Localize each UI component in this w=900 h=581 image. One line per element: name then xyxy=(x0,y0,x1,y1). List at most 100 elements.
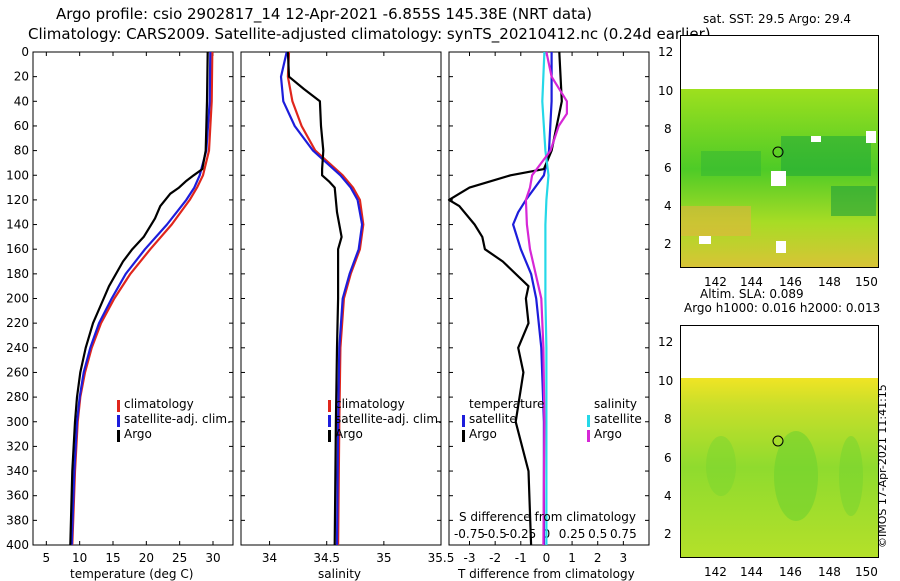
sst-xtick: 144 xyxy=(740,275,763,289)
depth-tick-label: 120 xyxy=(6,193,29,207)
legend-climatology: climatology xyxy=(124,397,194,411)
series-line-salinity-argo xyxy=(524,51,569,546)
sla-xtick: 148 xyxy=(818,565,841,579)
legend-diff-salinity-title: salinity xyxy=(594,397,638,411)
sst-map-field xyxy=(681,89,878,267)
t-difference-axis-label: T difference from climatology xyxy=(458,567,635,581)
depth-tick-label: 400 xyxy=(6,538,29,552)
sla-ytick: 12 xyxy=(658,335,674,349)
x-tick-label: 35 xyxy=(376,551,391,565)
depth-tick-label: 80 xyxy=(14,144,29,158)
s-difference-axis-label: S difference from climatology xyxy=(459,510,636,524)
legend-diff-swatch-t-argo xyxy=(462,430,465,442)
depth-tick-label: 200 xyxy=(6,292,29,306)
x-tick-label: 35.5 xyxy=(428,551,455,565)
x-tick-label: 30 xyxy=(205,551,220,565)
sla-map-title-line1: Altim. SLA: 0.089 xyxy=(700,287,804,301)
x-tick-label: 3 xyxy=(620,551,628,565)
sst-ytick: 4 xyxy=(664,199,672,213)
s-diff-tick-label: 0.75 xyxy=(610,527,637,541)
temperature-axis-label: temperature (deg C) xyxy=(70,567,194,581)
depth-tick-label: 360 xyxy=(6,489,29,503)
depth-tick-label: 280 xyxy=(6,390,29,404)
sla-ytick: 10 xyxy=(658,374,674,388)
depth-tick-label: 160 xyxy=(6,242,29,256)
depth-tick-label: 40 xyxy=(14,94,29,108)
series-line-temperature-satellite xyxy=(511,52,553,545)
legend-diff-s-satellite: satellite xyxy=(594,412,642,426)
x-tick-label: -2 xyxy=(489,551,501,565)
sst-xtick: 150 xyxy=(855,275,878,289)
sla-ytick: 4 xyxy=(664,489,672,503)
depth-tick-label: 300 xyxy=(6,415,29,429)
sst-xtick: 146 xyxy=(779,275,802,289)
x-tick-label: 15 xyxy=(105,551,120,565)
plot-frame xyxy=(240,51,442,546)
depth-tick-label: 60 xyxy=(14,119,29,133)
figure-title-line2: Climatology: CARS2009. Satellite-adjuste… xyxy=(28,25,711,43)
figure-title-line1: Argo profile: csio 2902817_14 12-Apr-202… xyxy=(56,5,593,23)
sst-xtick: 142 xyxy=(704,275,727,289)
x-tick-label: 34 xyxy=(262,551,277,565)
legend2-swatch-climatology xyxy=(328,400,331,412)
sst-ytick: 2 xyxy=(664,237,672,251)
legend-swatch-climatology xyxy=(117,400,120,412)
legend-swatch-argo xyxy=(117,430,120,442)
depth-tick-label: 0 xyxy=(21,45,29,59)
depth-tick-label: 380 xyxy=(6,513,29,527)
legend2-climatology: climatology xyxy=(335,397,405,411)
legend2-swatch-argo xyxy=(328,430,331,442)
sla-ytick: 8 xyxy=(664,412,672,426)
x-tick-label: 0 xyxy=(543,551,551,565)
legend-satellite: satellite-adj. clim. xyxy=(124,412,231,426)
s-diff-tick-label: -0.75 xyxy=(454,527,485,541)
x-tick-label: 34.5 xyxy=(313,551,340,565)
x-tick-label: -3 xyxy=(464,551,476,565)
sst-ytick: 12 xyxy=(658,45,674,59)
sla-ytick: 2 xyxy=(664,527,672,541)
depth-tick-label: 20 xyxy=(14,70,29,84)
series-line-climatology xyxy=(286,51,365,546)
sst-ytick: 10 xyxy=(658,84,674,98)
legend-diff-swatch-t-satellite xyxy=(462,415,465,427)
x-tick-label: -1 xyxy=(515,551,527,565)
legend-diff-t-satellite: satellite xyxy=(469,412,517,426)
imos-credit: ©IMOS 17-Apr-2021 11:41:15 xyxy=(876,384,889,548)
depth-tick-label: 340 xyxy=(6,464,29,478)
legend2-swatch-satellite xyxy=(328,415,331,427)
legend-diff-s-argo: Argo xyxy=(594,427,622,441)
depth-tick-label: 240 xyxy=(6,341,29,355)
salinity-panel: 34 34.5 35 35.5 xyxy=(240,51,455,565)
x-tick-label: 1 xyxy=(568,551,576,565)
x-tick-label: 20 xyxy=(139,551,154,565)
series-line-argo xyxy=(69,51,209,546)
sla-map xyxy=(680,325,879,558)
x-tick-label: 10 xyxy=(72,551,87,565)
difference-panel: -3 -2 -1 0 1 2 3-0.75-0.5-0.25 0 0.25 0.5 0.75 xyxy=(447,51,650,565)
sla-ytick: 6 xyxy=(664,451,672,465)
series-line-satellite-adj-clim- xyxy=(279,51,364,546)
depth-tick-label: 100 xyxy=(6,168,29,182)
sst-ytick: 6 xyxy=(664,161,672,175)
s-diff-tick-label: 0.25 xyxy=(559,527,586,541)
sla-xtick: 150 xyxy=(855,565,878,579)
x-tick-label: 25 xyxy=(172,551,187,565)
sst-xtick: 148 xyxy=(818,275,841,289)
plot-frame xyxy=(32,51,234,546)
depth-tick-label: 220 xyxy=(6,316,29,330)
depth-tick-label: 320 xyxy=(6,439,29,453)
s-diff-tick-label: -0.25 xyxy=(505,527,536,541)
plot-frame xyxy=(448,51,650,546)
sst-ytick: 8 xyxy=(664,122,672,136)
series-line-argo xyxy=(286,51,343,546)
s-diff-tick-label: -0.5 xyxy=(483,527,506,541)
legend2-argo: Argo xyxy=(335,427,363,441)
salinity-axis-label: salinity xyxy=(318,567,362,581)
sla-map-field xyxy=(681,378,878,557)
depth-tick-label: 180 xyxy=(6,267,29,281)
legend-swatch-satellite xyxy=(117,415,120,427)
sla-xtick: 146 xyxy=(779,565,802,579)
sla-xtick: 142 xyxy=(704,565,727,579)
x-tick-label: 2 xyxy=(594,551,602,565)
